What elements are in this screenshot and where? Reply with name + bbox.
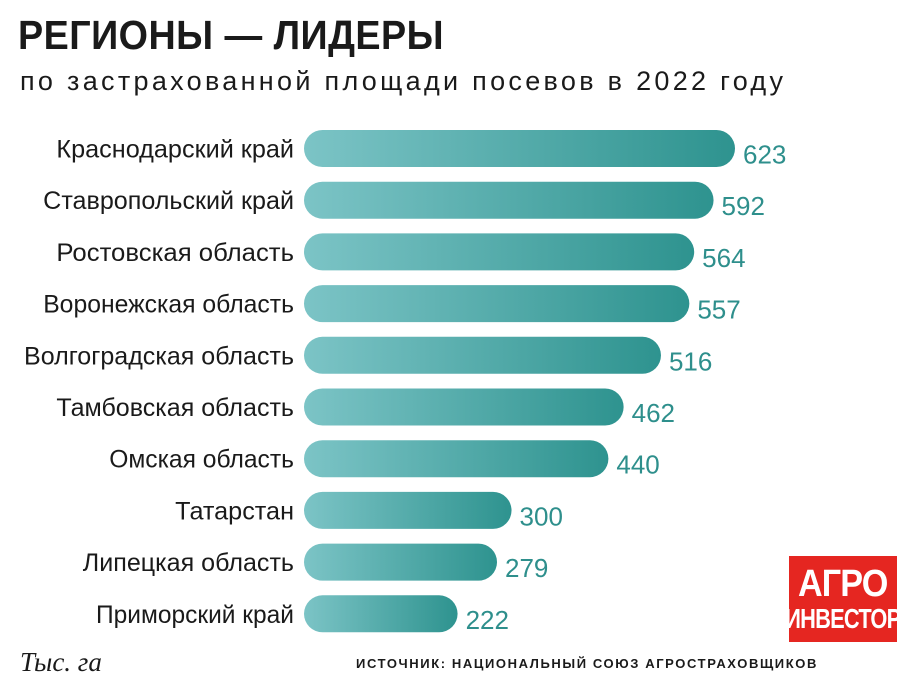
bar-3 [304,285,690,323]
category-label-6: Омская область [109,446,294,474]
value-label-9: 222 [466,605,509,635]
category-label-2: Ростовская область [56,239,294,267]
bar-1 [304,181,714,219]
value-label-8: 279 [505,553,548,583]
bar-7 [304,491,512,529]
logo-line-1: АГРО [798,563,888,605]
value-label-1: 592 [722,191,765,221]
chart-title: РЕГИОНЫ — ЛИДЕРЫ [18,12,445,58]
source-note: ИСТОЧНИК: НАЦИОНАЛЬНЫЙ СОЮЗ АГРОСТРАХОВЩ… [356,656,818,671]
value-label-4: 516 [669,346,712,376]
bar-0 [304,130,735,167]
value-label-6: 440 [616,450,659,480]
category-label-1: Ставропольский край [43,187,294,215]
category-label-5: Тамбовская область [56,394,294,422]
value-label-3: 557 [697,295,740,325]
unit-label: Тыс. га [20,647,102,677]
value-label-2: 564 [702,243,745,273]
logo-line-2: ИНВЕСТОР [785,603,901,634]
bar-2 [304,233,695,271]
bar-9 [304,595,458,633]
bar-8 [304,543,498,581]
category-label-3: Воронежская область [43,291,294,319]
category-label-4: Волгоградская область [24,342,294,370]
bar-6 [304,440,609,478]
value-label-5: 462 [632,398,675,428]
value-label-7: 300 [520,501,563,531]
category-label-7: Татарстан [175,497,294,525]
category-label-9: Приморский край [96,601,294,629]
bars-group: Краснодарский край 623 Ставропольский край… [24,130,786,635]
bar-4 [304,336,661,374]
agroinvestor-logo: АГРО ИНВЕСТОР [785,556,901,642]
value-label-0: 623 [743,140,786,170]
category-label-8: Липецкая область [83,549,294,577]
category-label-0: Краснодарский край [56,136,294,164]
bar-5 [304,388,624,426]
chart-subtitle: по застрахованной площади посевов в 2022… [20,66,787,96]
